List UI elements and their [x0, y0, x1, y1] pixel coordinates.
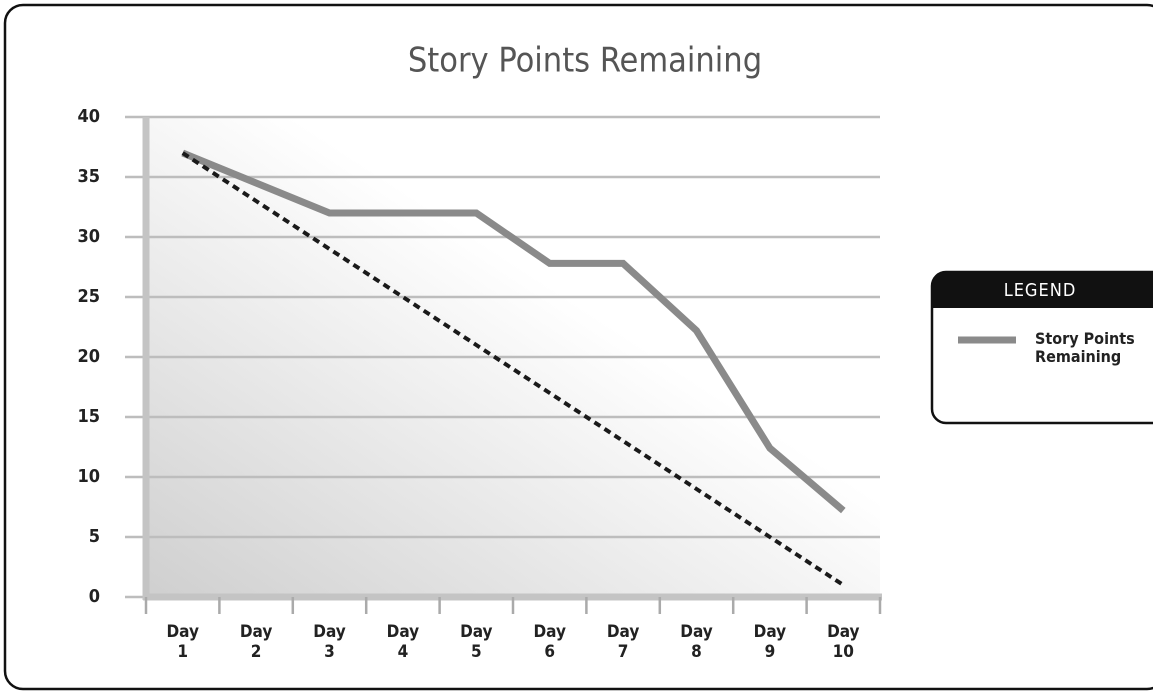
- y-tick-label: 15: [77, 406, 100, 427]
- x-tick-label: Day 2: [239, 622, 273, 662]
- x-tick-label: Day 6: [533, 622, 566, 662]
- chart-title: Story Points Remaining: [408, 41, 762, 81]
- x-tick-label: Day 4: [386, 622, 420, 662]
- x-tick-label: Day 10: [827, 622, 860, 662]
- x-tick-label: Day 1: [166, 622, 199, 662]
- legend-title: LEGEND: [1004, 280, 1077, 301]
- x-tick-label: Day 9: [753, 622, 787, 662]
- y-tick-label: 30: [77, 226, 100, 247]
- legend-label: Story Points Remaining: [1035, 329, 1135, 366]
- legend-header: [932, 272, 1153, 308]
- y-tick-label: 40: [77, 106, 100, 127]
- y-tick-label: 25: [77, 286, 100, 307]
- series-line: [181, 149, 846, 514]
- x-tick-label: Day 3: [313, 622, 346, 662]
- x-tick-label: Day 7: [606, 622, 640, 662]
- x-tick-label: Day 8: [680, 622, 713, 662]
- y-tick-label: 10: [77, 466, 100, 487]
- y-tick-label: 0: [89, 586, 100, 607]
- x-tick-label: Day 5: [460, 622, 493, 662]
- y-tick-label: 35: [77, 166, 100, 187]
- y-tick-label: 20: [77, 346, 100, 367]
- y-tick-label: 5: [89, 526, 100, 547]
